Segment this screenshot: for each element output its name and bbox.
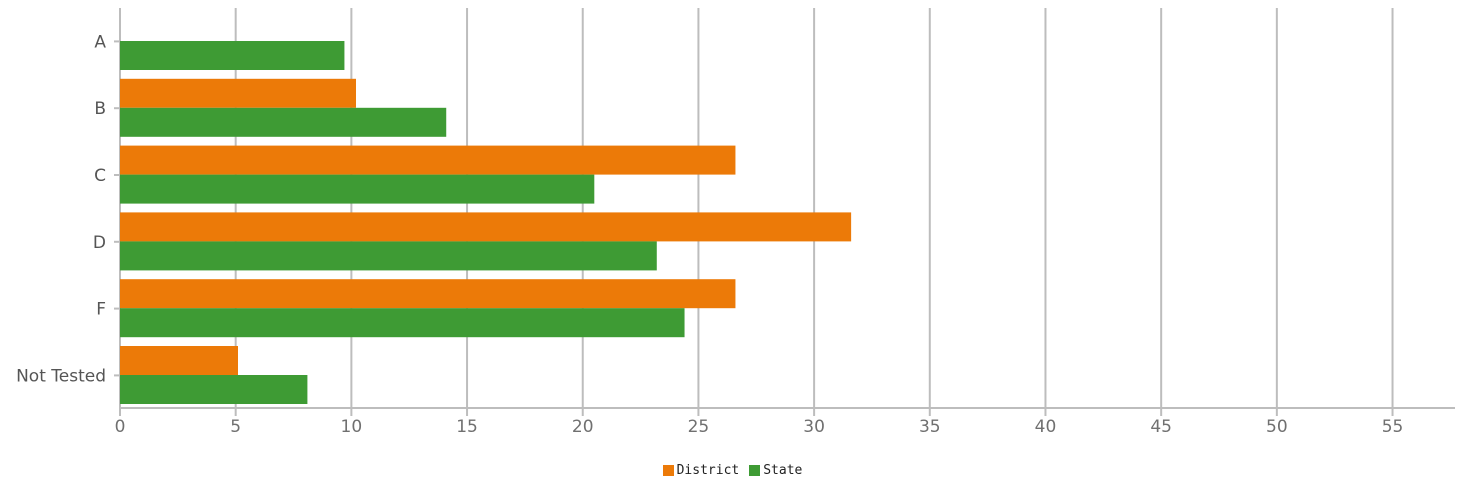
x-tick-label: 50 xyxy=(1266,417,1288,437)
legend-label-state: State xyxy=(763,463,803,478)
bar-state-f[interactable] xyxy=(120,308,685,338)
category-label: A xyxy=(94,32,106,52)
axes: 0 5 10 15 20 25 30 35 40 45 50 55 A B C D F Not Tested xyxy=(16,32,1455,437)
bar-district-not-tested[interactable] xyxy=(120,346,238,375)
x-tick-label: 0 xyxy=(115,417,126,437)
bars xyxy=(120,41,852,404)
x-tick-label: 45 xyxy=(1150,417,1172,437)
bar-district-b[interactable] xyxy=(120,78,356,108)
legend: District State xyxy=(0,463,1465,478)
legend-swatch-state xyxy=(749,465,761,476)
bar-state-d[interactable] xyxy=(120,241,657,271)
x-tick-label: 30 xyxy=(803,417,825,437)
bar-district-c[interactable] xyxy=(120,145,736,175)
x-tick-label: 35 xyxy=(919,417,941,437)
bar-state-not-tested[interactable] xyxy=(120,375,308,404)
category-label: Not Tested xyxy=(16,366,106,386)
category-label: F xyxy=(96,300,106,320)
x-tick-label: 25 xyxy=(688,417,710,437)
legend-item-state[interactable]: State xyxy=(749,463,802,478)
x-tick-label: 20 xyxy=(572,417,594,437)
grid-lines xyxy=(119,8,1394,416)
legend-swatch-district xyxy=(662,465,674,476)
category-label: C xyxy=(94,166,106,186)
x-tick-label: 10 xyxy=(341,417,363,437)
x-tick-label: 40 xyxy=(1035,417,1057,437)
bar-state-c[interactable] xyxy=(120,174,595,204)
bar-state-b[interactable] xyxy=(120,107,447,137)
bar-state-a[interactable] xyxy=(120,41,345,70)
legend-item-district[interactable]: District xyxy=(662,463,740,478)
legend-label-district: District xyxy=(676,463,740,478)
x-tick-label: 15 xyxy=(456,417,478,437)
x-tick-label: 5 xyxy=(230,417,241,437)
x-tick-label: 55 xyxy=(1382,417,1404,437)
category-label: D xyxy=(93,233,106,253)
bar-district-d[interactable] xyxy=(120,212,852,242)
category-label: B xyxy=(94,99,106,119)
bar-district-f[interactable] xyxy=(120,279,736,309)
